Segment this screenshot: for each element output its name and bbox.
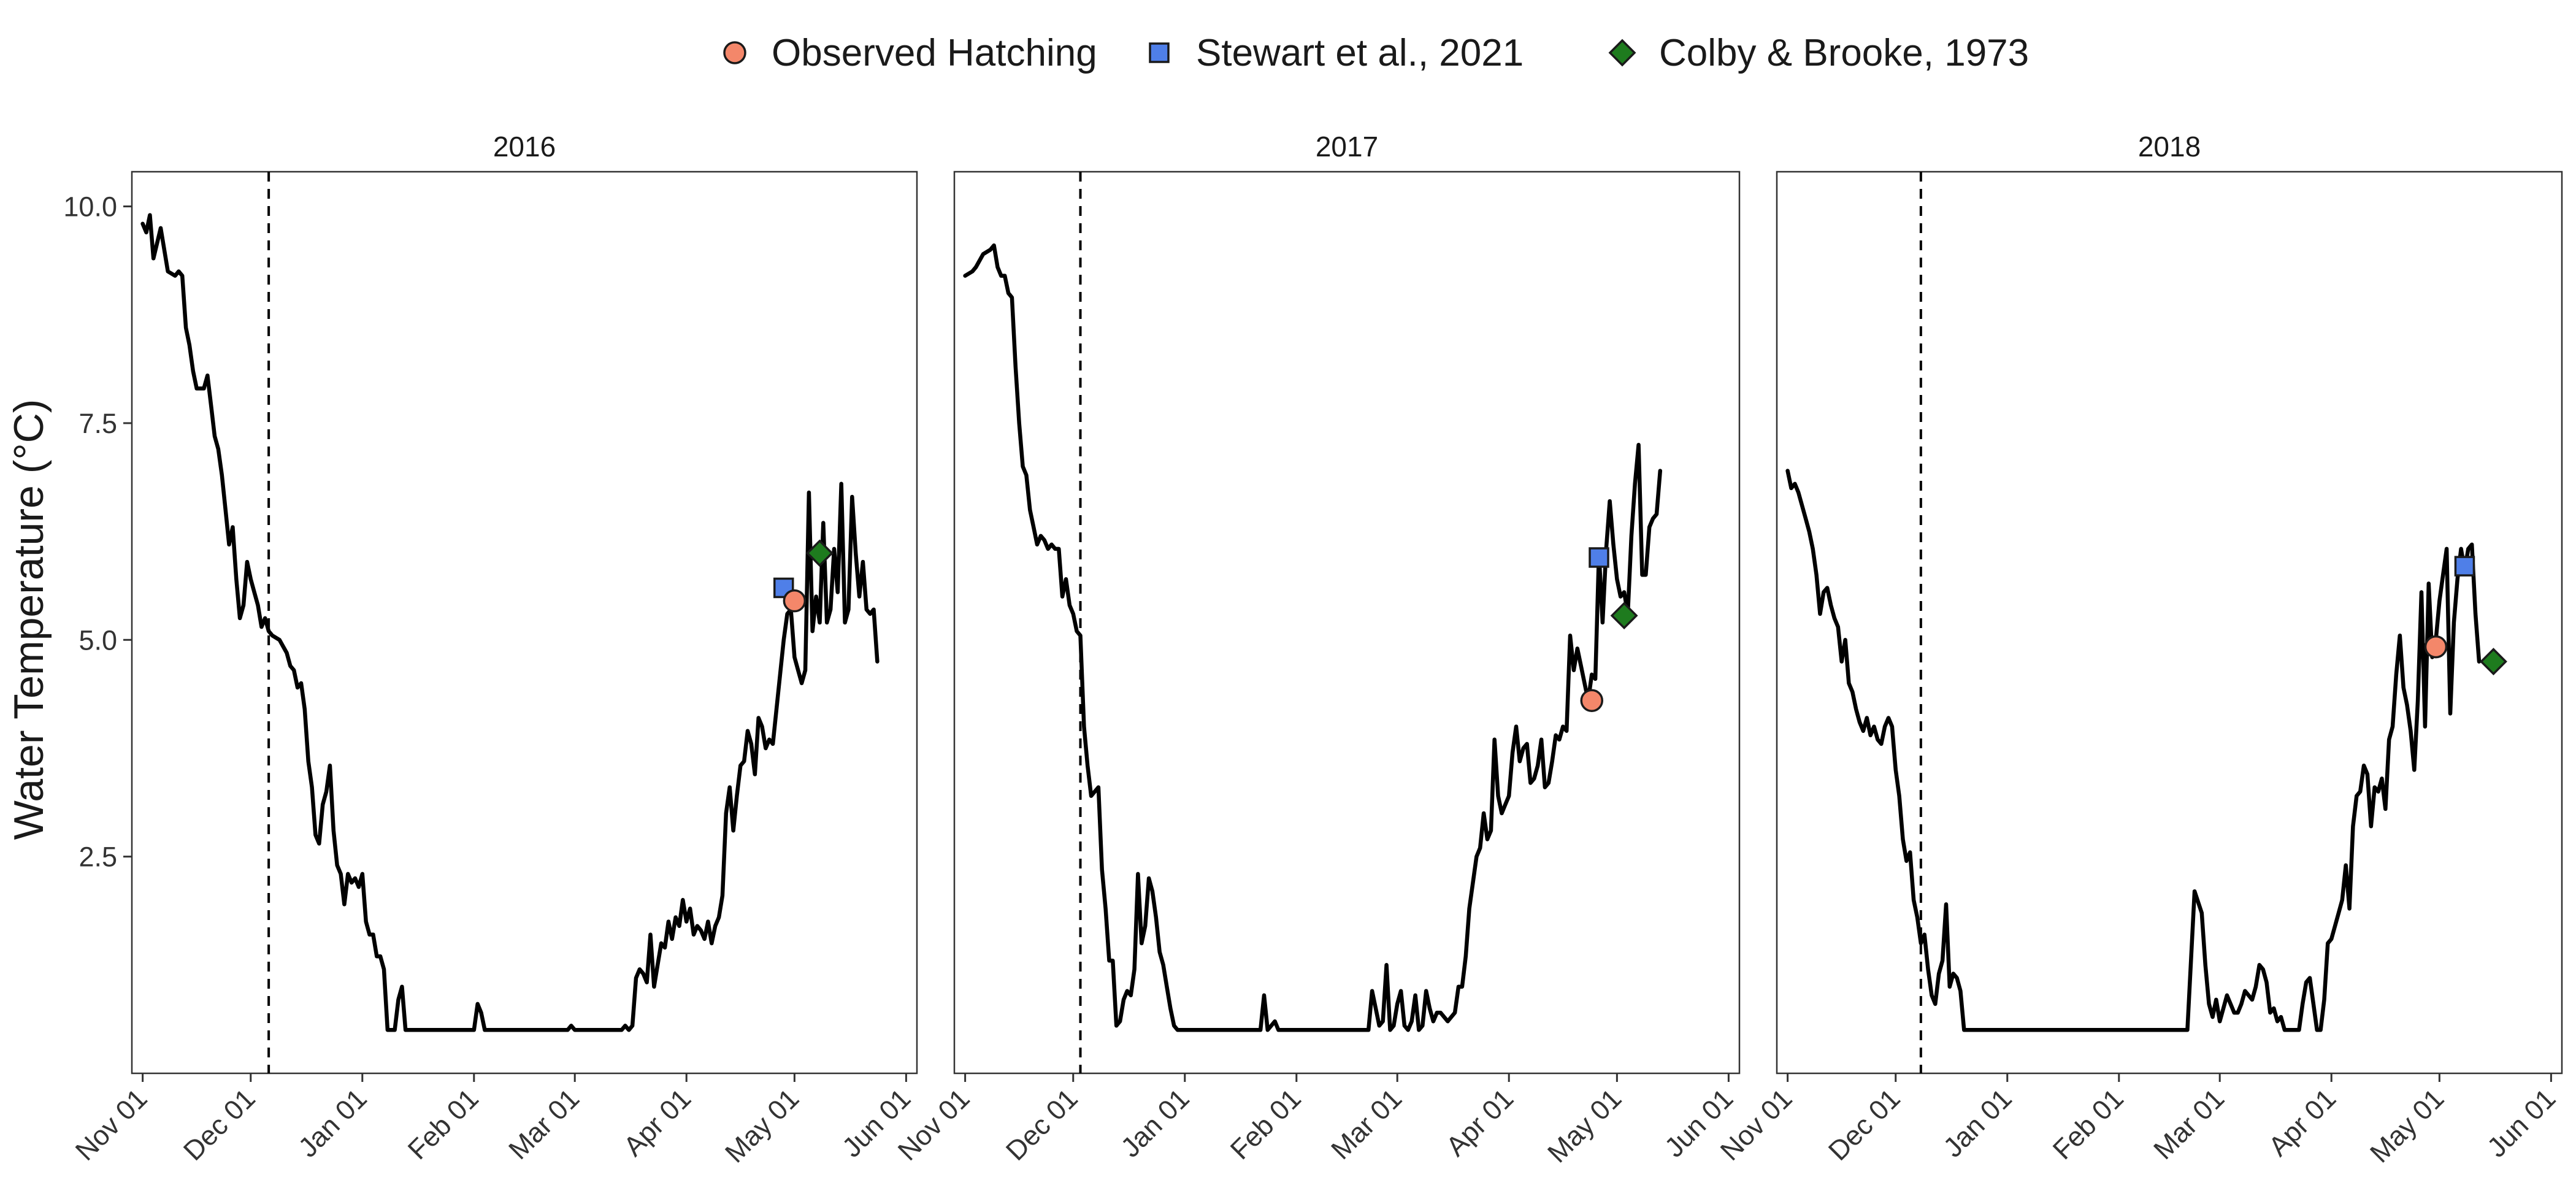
legend-label: Colby & Brooke, 1973 [1659, 32, 2029, 74]
x-tick-label: Dec 01 [1000, 1083, 1084, 1167]
x-tick-label: Apr 01 [2262, 1083, 2342, 1162]
x-tick-label: Feb 01 [402, 1083, 485, 1165]
legend-label: Stewart et al., 2021 [1196, 32, 1524, 74]
legend: Observed Hatching Stewart et al., 2021 Col… [723, 32, 2029, 74]
legend-label: Observed Hatching [772, 32, 1097, 74]
temperature-line [140, 213, 880, 1032]
y-axis-title: Water Temperature (°C) [6, 399, 52, 840]
panel-frame [131, 171, 918, 1075]
temperature-line [1785, 469, 2482, 1032]
colby-marker [1610, 602, 1638, 630]
panel-title: 2016 [493, 131, 556, 163]
y-tick-label: 5.0 [79, 624, 117, 656]
y-tick-label: 10.0 [63, 191, 117, 223]
legend-diamond-marker [1608, 39, 1636, 67]
y-tick-label: 2.5 [79, 841, 117, 873]
observed-marker [2424, 635, 2448, 659]
temperature-line [963, 243, 1663, 1032]
panel-title: 2017 [1316, 131, 1378, 163]
y-tick-label: 7.5 [79, 408, 117, 439]
x-tick-label: Jun 01 [2481, 1083, 2562, 1163]
x-tick-label: May 01 [2364, 1083, 2450, 1168]
x-tick-label: May 01 [719, 1083, 805, 1168]
legend-item-observed: Observed Hatching [723, 32, 1097, 74]
stewart-marker [2454, 556, 2475, 577]
x-tick-label: Apr 01 [1439, 1083, 1519, 1162]
legend-circle-marker [723, 41, 746, 64]
x-tick-label: Jan 01 [1114, 1083, 1195, 1163]
x-tick-label: Nov 01 [69, 1083, 153, 1167]
legend-item-colby: Colby & Brooke, 1973 [1608, 32, 2029, 74]
panel-title: 2018 [2138, 131, 2201, 163]
panel-frame [953, 171, 1741, 1075]
x-tick-label: Feb 01 [2047, 1083, 2129, 1165]
colby-marker [2479, 648, 2507, 676]
x-tick-label: May 01 [1541, 1083, 1627, 1168]
x-tick-label: Dec 01 [177, 1083, 261, 1167]
observed-marker [1580, 689, 1604, 712]
stewart-marker [1589, 547, 1609, 568]
x-tick-label: Apr 01 [617, 1083, 697, 1162]
x-tick-label: Mar 01 [2147, 1083, 2230, 1165]
colby-marker [805, 539, 834, 567]
x-tick-label: Feb 01 [1224, 1083, 1307, 1165]
panel-frame [1776, 171, 2563, 1075]
legend-square-marker [1149, 42, 1170, 63]
x-tick-label: Dec 01 [1822, 1083, 1906, 1167]
x-tick-label: Jan 01 [292, 1083, 373, 1163]
panel-2016: 2016 Nov 01 Dec 01 Jan 01 Feb 01 Mar 01 Apr 01… [63, 131, 918, 1168]
legend-item-stewart: Stewart et al., 2021 [1149, 32, 1524, 74]
x-tick-label: Mar 01 [502, 1083, 585, 1165]
observed-marker [783, 589, 807, 613]
x-tick-label: Jan 01 [1937, 1083, 2018, 1163]
x-tick-label: Mar 01 [1325, 1083, 1408, 1165]
